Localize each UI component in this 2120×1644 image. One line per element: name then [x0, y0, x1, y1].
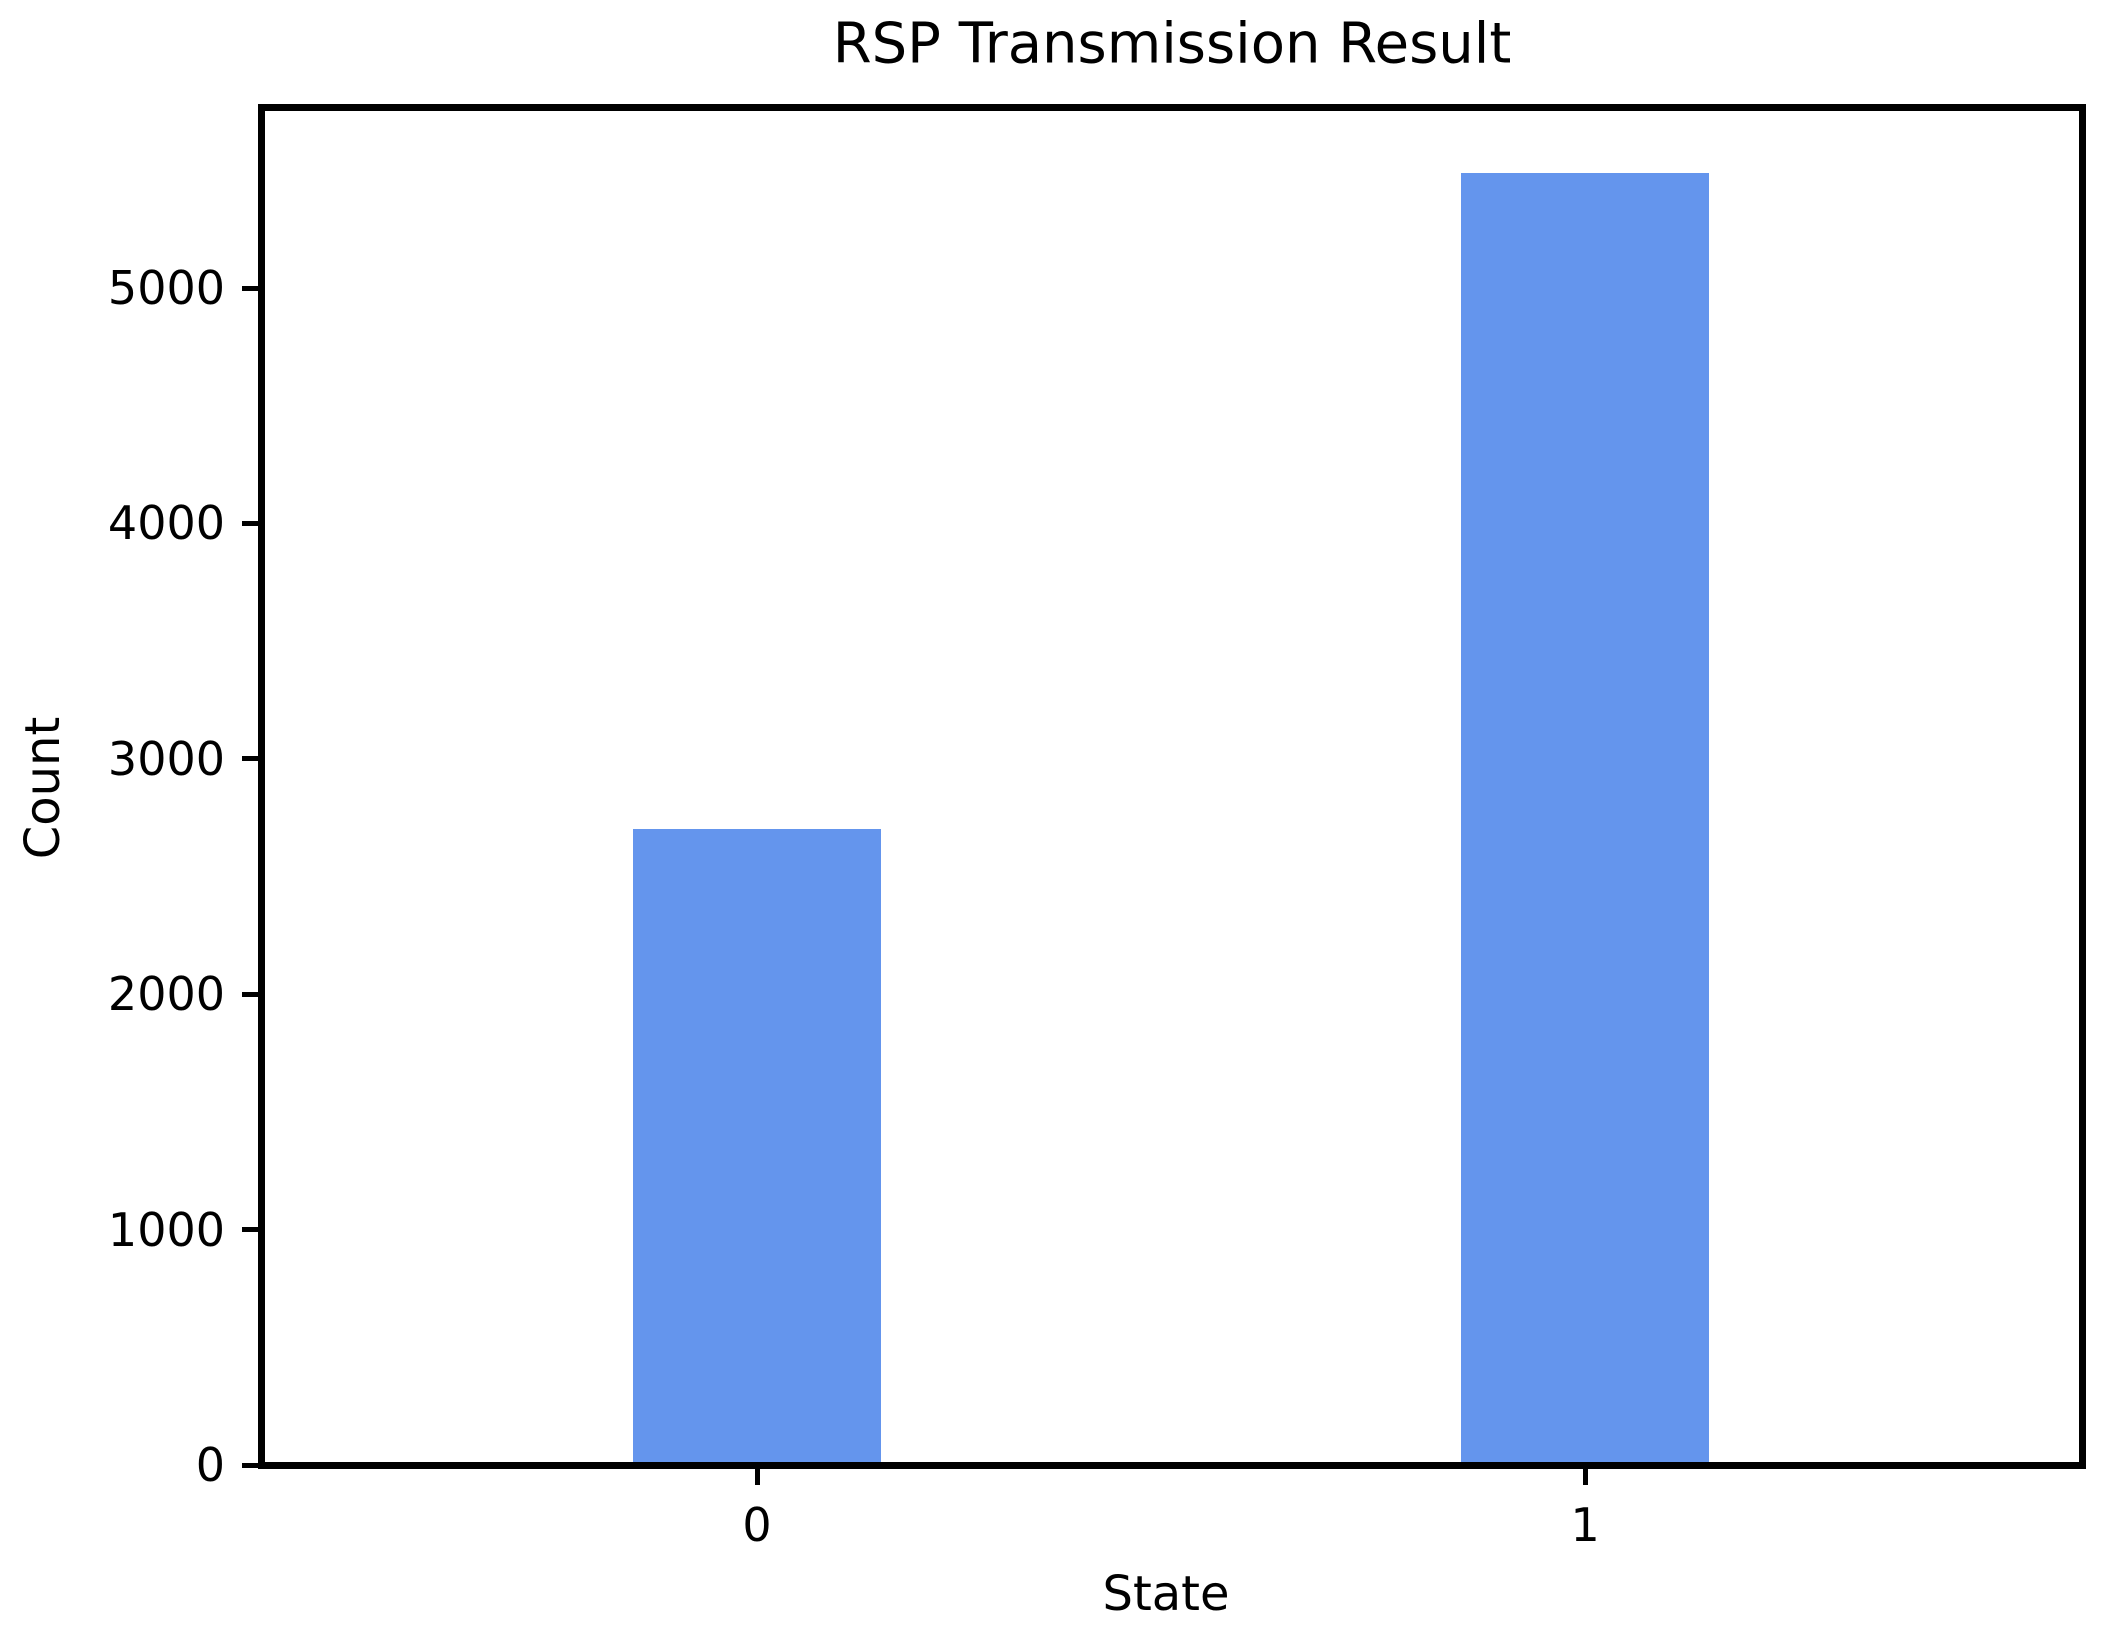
y-tick-0: [242, 1462, 262, 1468]
chart-title: RSP Transmission Result: [832, 11, 1512, 77]
y-axis-label: Count: [15, 716, 71, 860]
x-axis-label: State: [1102, 1566, 1230, 1622]
y-tick-label-5000: 5000: [107, 261, 225, 316]
axes-spines: [258, 104, 2086, 1469]
bar-0: [633, 829, 881, 1465]
y-tick-label-3000: 3000: [107, 731, 225, 786]
y-tick-3000: [242, 756, 262, 762]
x-tick-label-0: 0: [742, 1498, 772, 1552]
y-tick-5000: [242, 285, 262, 291]
y-tick-label-2000: 2000: [107, 967, 225, 1022]
plot-area: [258, 104, 2086, 1469]
x-tick-label-1: 1: [1570, 1498, 1600, 1552]
y-tick-2000: [242, 991, 262, 997]
y-tick-4000: [242, 520, 262, 526]
y-tick-label-4000: 4000: [107, 496, 225, 551]
y-tick-label-1000: 1000: [107, 1202, 225, 1257]
y-tick-label-0: 0: [195, 1438, 225, 1492]
bar-1: [1461, 172, 1709, 1465]
x-tick-0: [754, 1465, 760, 1485]
y-tick-1000: [242, 1227, 262, 1233]
x-tick-1: [1582, 1465, 1588, 1485]
